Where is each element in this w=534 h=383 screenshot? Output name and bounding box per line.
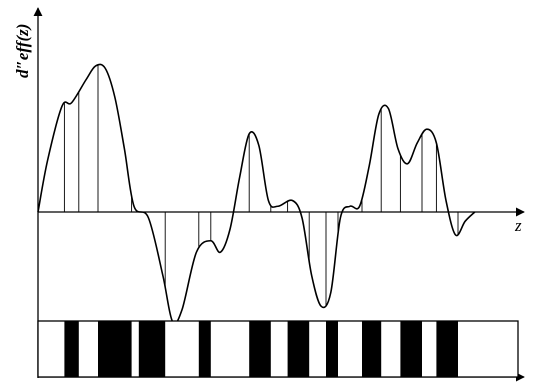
domain-stripe-bar	[37, 320, 519, 378]
stripe-block	[249, 321, 271, 377]
stripe-blocks	[64, 321, 458, 377]
stripe-block	[326, 321, 338, 377]
profile-curve	[37, 63, 476, 325]
hatch-lines	[63, 64, 459, 307]
stripe-block	[436, 321, 458, 377]
stripe-block	[362, 321, 382, 377]
stripe-block	[400, 321, 422, 377]
stripe-block	[64, 321, 79, 377]
stripe-block	[287, 321, 310, 377]
x-axis-label: z	[514, 216, 522, 235]
stripe-block	[138, 321, 166, 377]
y-axis-label: d″eff(z)	[13, 24, 32, 78]
stripe-block	[98, 321, 132, 377]
stripe-block	[198, 321, 211, 377]
